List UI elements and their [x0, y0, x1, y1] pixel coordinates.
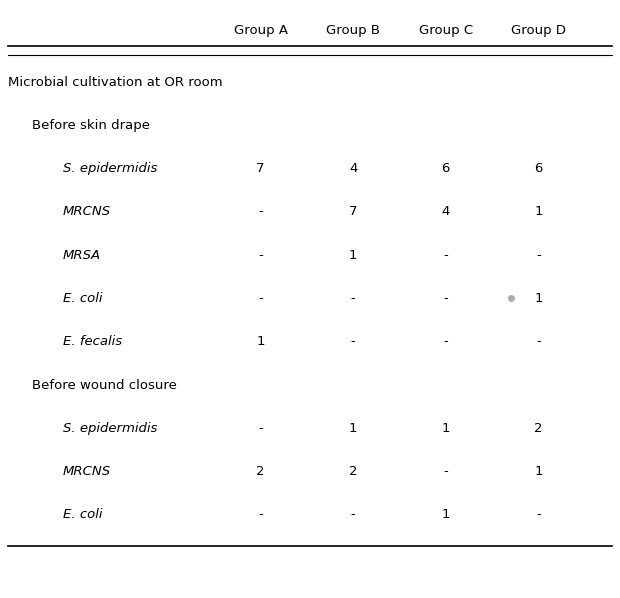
Text: Group B: Group B — [326, 24, 380, 37]
Text: MRCNS: MRCNS — [63, 205, 111, 218]
Text: 4: 4 — [441, 205, 450, 218]
Text: E. coli: E. coli — [63, 292, 103, 305]
Text: MRCNS: MRCNS — [63, 465, 111, 478]
Text: -: - — [443, 249, 448, 262]
Text: 2: 2 — [257, 465, 265, 478]
Text: -: - — [536, 249, 541, 262]
Text: Before wound closure: Before wound closure — [32, 379, 177, 392]
Text: 1: 1 — [441, 422, 450, 435]
Text: -: - — [259, 422, 263, 435]
Text: 2: 2 — [534, 422, 542, 435]
Text: Group D: Group D — [511, 24, 566, 37]
Text: -: - — [259, 292, 263, 305]
Text: Group A: Group A — [234, 24, 288, 37]
Text: 1: 1 — [441, 508, 450, 521]
Text: MRSA: MRSA — [63, 249, 101, 262]
Text: 7: 7 — [257, 162, 265, 175]
Text: 1: 1 — [349, 422, 358, 435]
Text: S. epidermidis: S. epidermidis — [63, 422, 157, 435]
Text: -: - — [259, 249, 263, 262]
Text: -: - — [259, 508, 263, 521]
Text: -: - — [259, 205, 263, 218]
Text: -: - — [351, 292, 356, 305]
Text: -: - — [443, 335, 448, 348]
Text: -: - — [351, 508, 356, 521]
Text: 1: 1 — [534, 465, 542, 478]
Text: Before skin drape: Before skin drape — [32, 119, 150, 132]
Text: -: - — [443, 292, 448, 305]
Text: 6: 6 — [441, 162, 450, 175]
Text: -: - — [536, 335, 541, 348]
Text: E. fecalis: E. fecalis — [63, 335, 122, 348]
Text: Microbial cultivation at OR room: Microbial cultivation at OR room — [7, 75, 222, 89]
Text: 1: 1 — [534, 292, 542, 305]
Text: Group C: Group C — [418, 24, 473, 37]
Text: 4: 4 — [349, 162, 357, 175]
Text: E. coli: E. coli — [63, 508, 103, 521]
Text: 1: 1 — [349, 249, 358, 262]
Text: 7: 7 — [349, 205, 358, 218]
Text: S. epidermidis: S. epidermidis — [63, 162, 157, 175]
Text: 6: 6 — [534, 162, 542, 175]
Text: -: - — [443, 465, 448, 478]
Text: 1: 1 — [534, 205, 542, 218]
Text: -: - — [351, 335, 356, 348]
Text: 1: 1 — [257, 335, 265, 348]
Text: -: - — [536, 508, 541, 521]
Text: 2: 2 — [349, 465, 358, 478]
